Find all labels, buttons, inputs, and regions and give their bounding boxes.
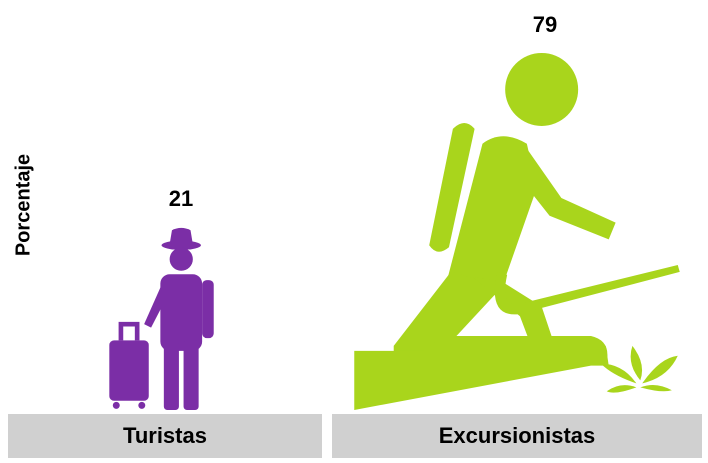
backpack [429, 122, 475, 252]
stick [494, 265, 680, 315]
head [505, 52, 579, 126]
back-leg [393, 271, 503, 366]
hat-crown [169, 227, 193, 245]
torso [160, 274, 203, 351]
category-box [8, 414, 322, 458]
head [169, 247, 193, 271]
category-box [332, 414, 702, 458]
leg [183, 340, 199, 410]
stairs [354, 336, 608, 410]
y-axis-label: Porcentaje [12, 154, 34, 256]
pictogram-icon [109, 227, 214, 410]
arm [512, 148, 616, 240]
x-tick-label: Excursionistas [439, 423, 596, 448]
leaf [600, 363, 637, 384]
leaf [630, 345, 643, 381]
x-tick-label: Turistas [123, 423, 207, 448]
leaf [640, 384, 672, 392]
handle [118, 321, 140, 341]
suitcase [109, 340, 149, 401]
arm [202, 280, 214, 339]
pictogram-icon [354, 52, 680, 410]
wheel [138, 401, 146, 409]
wheel [112, 401, 120, 409]
leg [163, 340, 179, 410]
leaf [606, 385, 637, 393]
torso [447, 136, 537, 287]
value-label: 21 [169, 186, 193, 211]
arm [144, 282, 170, 328]
leaf [642, 355, 678, 384]
value-label: 79 [533, 12, 557, 37]
